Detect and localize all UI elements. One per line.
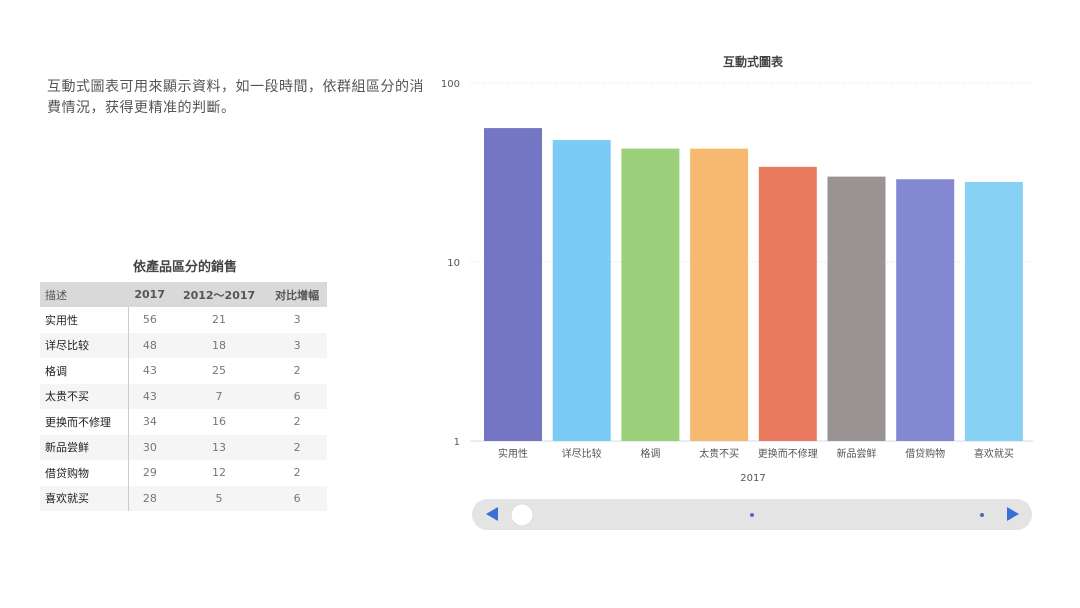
table-cell: 太贵不买 <box>40 383 129 409</box>
bar <box>758 166 817 441</box>
table-cell: 43 <box>128 383 171 409</box>
table-cell: 借贷购物 <box>40 460 129 486</box>
table-cell: 格调 <box>40 358 129 384</box>
table-row: 喜欢就买 28 5 6 <box>40 485 327 511</box>
bar <box>896 179 955 441</box>
table-cell: 6 <box>267 485 327 511</box>
table-cell: 30 <box>128 434 171 460</box>
slider-handle[interactable] <box>510 503 534 527</box>
table-cell: 3 <box>293 313 301 327</box>
table-cell: 7 <box>170 383 268 409</box>
y-tick-label: 1 <box>454 437 460 448</box>
table-cell: 新品尝鲜 <box>40 434 129 460</box>
table-cell: 34 <box>142 415 157 429</box>
x-tick-label: 喜欢就买 <box>974 447 1014 460</box>
table-row: 更换而不修理 34 16 2 <box>40 409 327 435</box>
table-cell: 2 <box>293 364 301 378</box>
table-cell: 2 <box>293 415 301 429</box>
table-cell: 2 <box>293 466 301 480</box>
header-cell: 2012～2017 <box>170 282 268 307</box>
table-cell: 3 <box>267 332 327 358</box>
bar <box>484 128 542 441</box>
x-tick-label: 新品尝鲜 <box>837 447 877 460</box>
x-tick-label: 详尽比较 <box>562 447 602 460</box>
bar <box>827 176 886 442</box>
y-tick-label: 10 <box>447 258 460 269</box>
x-tick-label: 格调 <box>640 447 660 460</box>
sales-table: 描述 2017 2012～2017 对比增幅 实用性 56 21 3 详尽比较 48 18 3… <box>40 282 327 511</box>
table-cell: 21 <box>212 313 227 327</box>
previous-arrow-icon[interactable] <box>486 507 498 521</box>
chart-title: 互動式圖表 <box>723 54 784 69</box>
table-cell: 18 <box>170 332 268 358</box>
table-row: 太贵不买 43 7 6 <box>40 383 327 409</box>
table-cell: 2 <box>267 434 327 460</box>
table-cell: 16 <box>212 415 227 429</box>
header-cell: 2017 <box>128 282 171 307</box>
table-cell: 实用性 <box>40 307 129 333</box>
table-cell: 43 <box>142 364 157 378</box>
header-cell: 描述 <box>40 282 129 307</box>
table-title: 依產品區分的銷售 <box>132 260 237 275</box>
table-cell: 56 <box>142 313 157 327</box>
table-header-row: 描述 2017 2012～2017 对比增幅 <box>40 282 327 307</box>
slider-tick-dot <box>750 513 754 517</box>
table-cell: 28 <box>128 485 171 511</box>
slider-tick-dot <box>980 513 984 517</box>
next-arrow-icon[interactable] <box>1007 507 1019 521</box>
table-cell: 29 <box>142 466 157 480</box>
table-cell: 13 <box>170 434 268 460</box>
x-tick-label: 太贵不买 <box>699 447 739 460</box>
bar <box>552 140 611 442</box>
table-row: 实用性 56 21 3 <box>40 307 327 333</box>
table-cell: 喜欢就买 <box>40 485 129 511</box>
table-cell: 5 <box>170 485 268 511</box>
bar <box>690 148 749 442</box>
table-row: 新品尝鲜 30 13 2 <box>40 434 327 460</box>
table-cell: 48 <box>128 332 171 358</box>
x-tick-label: 借贷购物 <box>905 447 945 460</box>
y-tick-label: 100 <box>441 79 460 90</box>
header-cell: 对比增幅 <box>267 282 327 307</box>
bar <box>621 148 680 442</box>
table-cell: 12 <box>212 466 227 480</box>
intro-text: 互動式圖表可用來顯示資料，如一段時間，依群組區分的消費情況，获得更精准的判斷。 <box>47 79 424 116</box>
x-axis-label: 2017 <box>740 473 765 484</box>
table-cell: 25 <box>212 364 227 378</box>
table-cell: 更换而不修理 <box>40 409 129 435</box>
table-row: 格调 43 25 2 <box>40 358 327 384</box>
bar <box>964 181 1023 441</box>
table-row: 详尽比较 48 18 3 <box>40 332 327 358</box>
table-cell: 详尽比较 <box>40 332 129 358</box>
table-row: 借贷购物 29 12 2 <box>40 460 327 486</box>
x-tick-label: 更换而不修理 <box>758 447 818 460</box>
table-cell: 6 <box>267 383 327 409</box>
x-tick-label: 实用性 <box>498 447 528 460</box>
